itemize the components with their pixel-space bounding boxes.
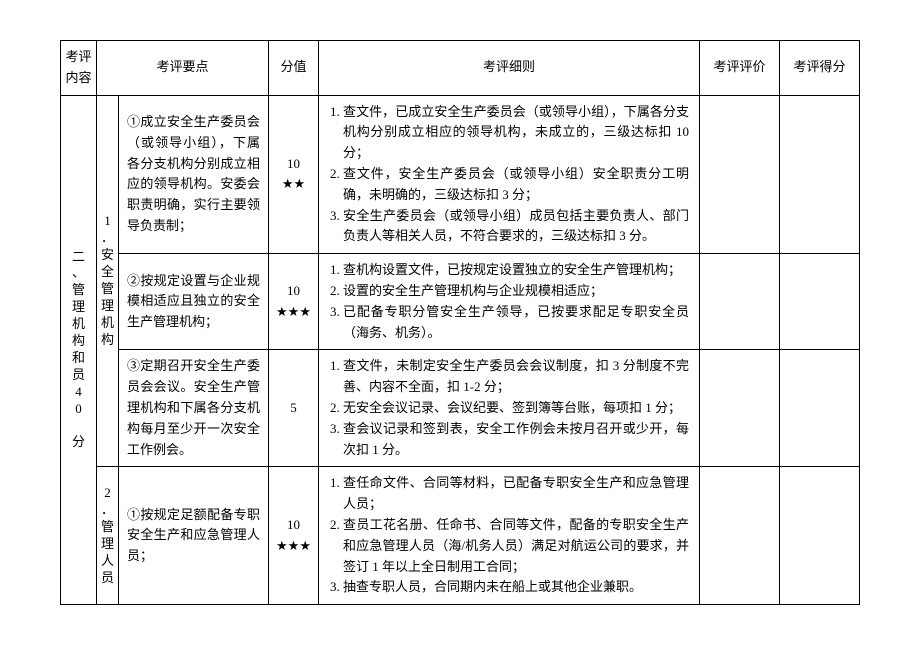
- table-row: 二、管理机构和员 40 分 1 ． 安全管理机构 ①成立安全生产委员会（或领导小…: [61, 95, 860, 254]
- row3-score: 5: [269, 350, 319, 467]
- row2-eval: [700, 254, 780, 350]
- table-header-row: 考评内容 考评要点 分值 考评细则 考评评价 考评得分: [61, 41, 860, 96]
- row4-finalscore: [780, 467, 860, 605]
- row4-eval: [700, 467, 780, 605]
- row4-score: 10 ★★★: [269, 467, 319, 605]
- header-score: 分值: [269, 41, 319, 96]
- row4-point: ①按规定足额配备专职安全生产和应急管理人员；: [119, 467, 269, 605]
- section-sub1: 1 ． 安全管理机构: [97, 95, 119, 467]
- row1-eval: [700, 95, 780, 254]
- row2-score: 10 ★★★: [269, 254, 319, 350]
- table-row: ②按规定设置与企业规模相适应且独立的安全生产管理机构； 10 ★★★ 查机构设置…: [61, 254, 860, 350]
- row3-eval: [700, 350, 780, 467]
- header-content: 考评内容: [61, 41, 97, 96]
- row3-detail: 查文件，未制定安全生产委员会会议制度，扣 3 分制度不完善、内容不全面，扣 1-…: [319, 350, 700, 467]
- section-sub2: 2 ． 管理人员: [97, 467, 119, 605]
- row3-finalscore: [780, 350, 860, 467]
- header-finalscore: 考评得分: [780, 41, 860, 96]
- header-points: 考评要点: [97, 41, 269, 96]
- section-main: 二、管理机构和员 40 分: [61, 95, 97, 605]
- row1-finalscore: [780, 95, 860, 254]
- header-detail: 考评细则: [319, 41, 700, 96]
- row2-point: ②按规定设置与企业规模相适应且独立的安全生产管理机构；: [119, 254, 269, 350]
- table-row: 2 ． 管理人员 ①按规定足额配备专职安全生产和应急管理人员； 10 ★★★ 查…: [61, 467, 860, 605]
- header-eval: 考评评价: [700, 41, 780, 96]
- table-row: ③定期召开安全生产委员会会议。安全生产管理机构和下属各分支机构每月至少开一次安全…: [61, 350, 860, 467]
- row1-detail: 查文件，已成立安全生产委员会（或领导小组），下属各分支机构分别成立相应的领导机构…: [319, 95, 700, 254]
- evaluation-table: 考评内容 考评要点 分值 考评细则 考评评价 考评得分 二、管理机构和员 40 …: [60, 40, 860, 605]
- row4-detail: 查任命文件、合同等材料，已配备专职安全生产和应急管理人员； 查员工花名册、任命书…: [319, 467, 700, 605]
- row2-finalscore: [780, 254, 860, 350]
- row3-point: ③定期召开安全生产委员会会议。安全生产管理机构和下属各分支机构每月至少开一次安全…: [119, 350, 269, 467]
- row1-point: ①成立安全生产委员会（或领导小组），下属各分支机构分别成立相应的领导机构。安委会…: [119, 95, 269, 254]
- row1-score: 10 ★★: [269, 95, 319, 254]
- row2-detail: 查机构设置文件，已按规定设置独立的安全生产管理机构； 设置的安全生产管理机构与企…: [319, 254, 700, 350]
